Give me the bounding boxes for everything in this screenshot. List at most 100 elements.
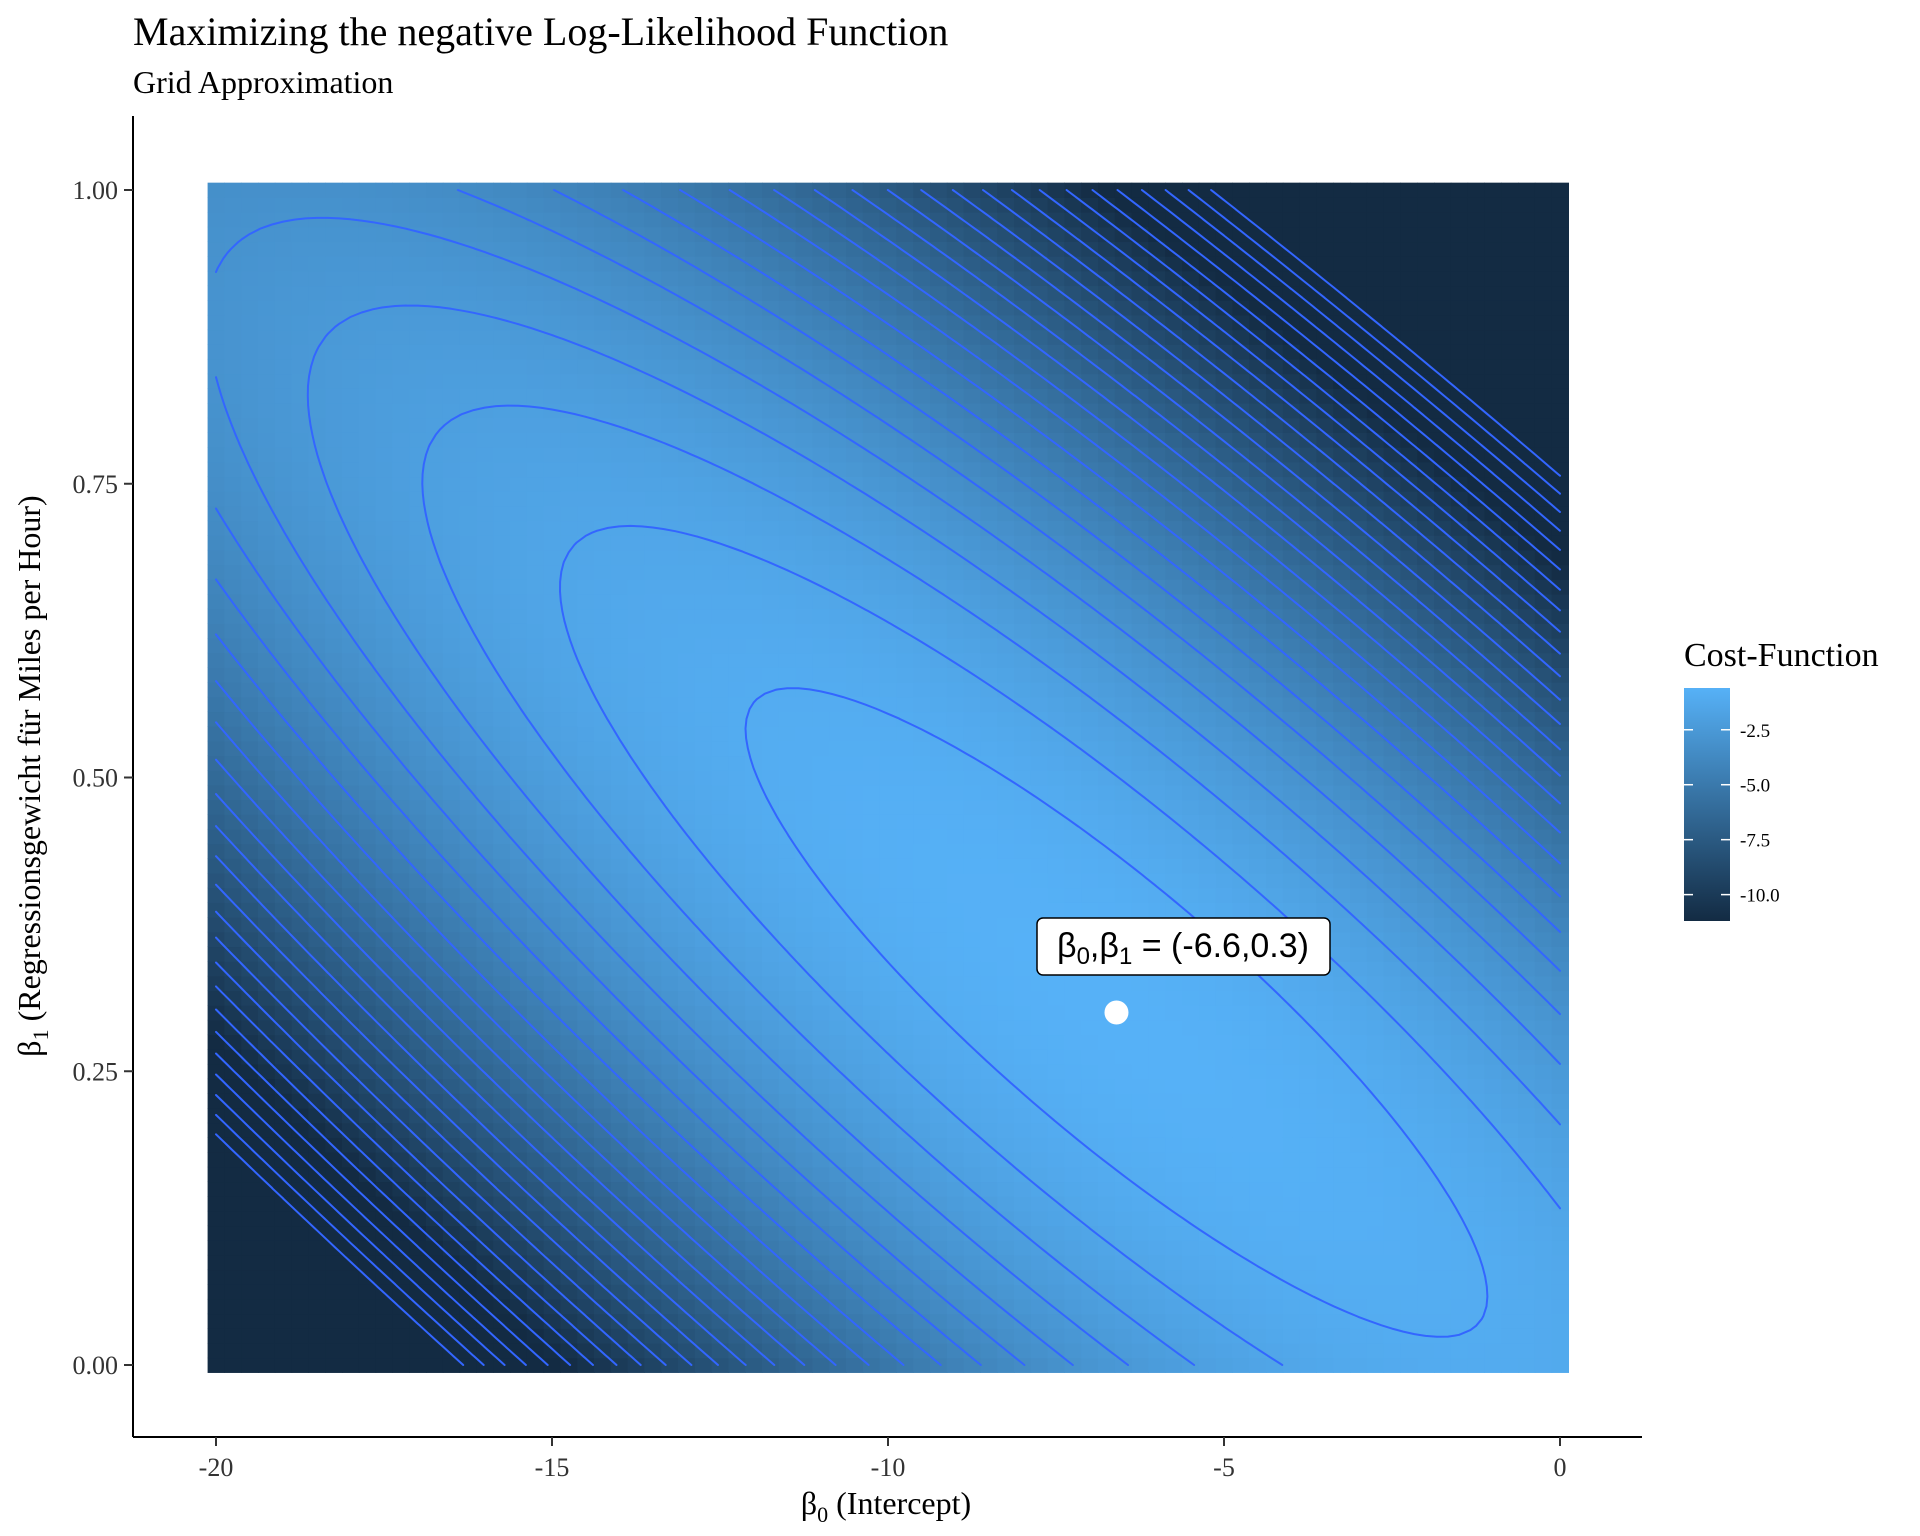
heatmap-tile [224, 270, 242, 287]
heatmap-tile [258, 1225, 276, 1241]
heatmap-tile [241, 696, 259, 713]
heatmap-tile [342, 1357, 360, 1373]
heatmap-tile [1114, 1093, 1133, 1109]
heatmap-tile [795, 476, 813, 492]
heatmap-tile [946, 1240, 965, 1256]
heatmap-tile [1215, 1034, 1233, 1050]
heatmap-tile [694, 491, 713, 507]
heatmap-tile [560, 491, 578, 507]
heatmap-tile [1098, 1122, 1116, 1138]
heatmap-tile [392, 358, 410, 375]
heatmap-tile [459, 696, 477, 713]
heatmap-tile [207, 182, 225, 198]
heatmap-tile [795, 667, 813, 683]
heatmap-tile [526, 740, 545, 757]
heatmap-tile [644, 417, 662, 433]
heatmap-tile [829, 1005, 847, 1021]
heatmap-tile [694, 520, 713, 536]
heatmap-tile [711, 1254, 729, 1271]
heatmap-tile [308, 491, 326, 507]
heatmap-tile [862, 682, 881, 698]
heatmap-tile [1047, 1254, 1065, 1271]
heatmap-tile [1232, 843, 1250, 859]
heatmap-tile [711, 828, 729, 845]
heatmap-tile [1198, 1034, 1217, 1050]
heatmap-tile [291, 461, 309, 478]
heatmap-tile [610, 917, 629, 933]
heatmap-tile [930, 755, 948, 771]
heatmap-tile [896, 990, 914, 1006]
heatmap-tile [963, 1196, 981, 1212]
heatmap-tile [661, 623, 679, 639]
heatmap-tile [795, 755, 813, 771]
heatmap-tile [241, 1210, 259, 1227]
heatmap-tile [930, 270, 948, 287]
heatmap-tile [308, 535, 326, 551]
heatmap-tile [812, 1063, 830, 1080]
heatmap-tile [846, 402, 864, 419]
heatmap-tile [694, 682, 713, 698]
heatmap-tile [358, 285, 377, 301]
heatmap-tile [627, 652, 645, 668]
heatmap-tile [594, 1034, 612, 1050]
heatmap-tile [644, 505, 662, 522]
heatmap-tile [442, 623, 461, 639]
heatmap-tile [946, 1063, 965, 1080]
heatmap-tile [241, 1049, 259, 1065]
heatmap-tile [846, 755, 864, 771]
heatmap-tile [997, 711, 1015, 727]
heatmap-tile [879, 755, 897, 771]
heatmap-tile [762, 696, 780, 713]
heatmap-tile [594, 491, 612, 507]
heatmap-tile [510, 961, 528, 977]
heatmap-tile [308, 770, 326, 786]
heatmap-tile [644, 887, 662, 903]
heatmap-tile [577, 1196, 595, 1212]
heatmap-tile [896, 1342, 914, 1359]
heatmap-tile [661, 1137, 679, 1153]
heatmap-tile [963, 358, 981, 375]
heatmap-tile [291, 828, 309, 845]
heatmap-tile [930, 402, 948, 419]
heatmap-tile [728, 917, 746, 933]
heatmap-tile [711, 902, 729, 918]
heatmap-tile [1047, 1063, 1065, 1080]
heatmap-tile [946, 711, 965, 727]
heatmap-tile [644, 902, 662, 918]
heatmap-tile [846, 1093, 864, 1109]
heatmap-tile [594, 843, 612, 859]
heatmap-tile [694, 593, 713, 610]
heatmap-tile [711, 1240, 729, 1256]
heatmap-tile [644, 300, 662, 316]
heatmap-tile [678, 300, 696, 316]
heatmap-tile [493, 270, 511, 287]
heatmap-tile [879, 931, 897, 948]
heatmap-tile [711, 491, 729, 507]
heatmap-tile [224, 637, 242, 654]
heatmap-tile [308, 608, 326, 624]
heatmap-tile [1030, 990, 1049, 1006]
heatmap-tile [392, 579, 410, 595]
heatmap-tile [997, 358, 1015, 375]
heatmap-tile [745, 1225, 763, 1241]
heatmap-tile [644, 652, 662, 668]
heatmap-tile [258, 858, 276, 874]
heatmap-tile [493, 711, 511, 727]
heatmap-tile [459, 549, 477, 566]
heatmap-tile [510, 1122, 528, 1138]
heatmap-tile [308, 814, 326, 830]
heatmap-tile [896, 1049, 914, 1065]
heatmap-tile [342, 1049, 360, 1065]
heatmap-tile [1148, 1181, 1166, 1197]
heatmap-tile [274, 579, 293, 595]
heatmap-tile [829, 1240, 847, 1256]
heatmap-tile [258, 755, 276, 771]
heatmap-tile [258, 402, 276, 419]
heatmap-tile [1114, 285, 1133, 301]
heatmap-tile [997, 1034, 1015, 1050]
heatmap-tile [308, 182, 326, 198]
heatmap-tile [946, 799, 965, 815]
heatmap-tile [493, 241, 511, 257]
heatmap-tile [392, 1093, 410, 1109]
heatmap-tile [711, 344, 729, 360]
